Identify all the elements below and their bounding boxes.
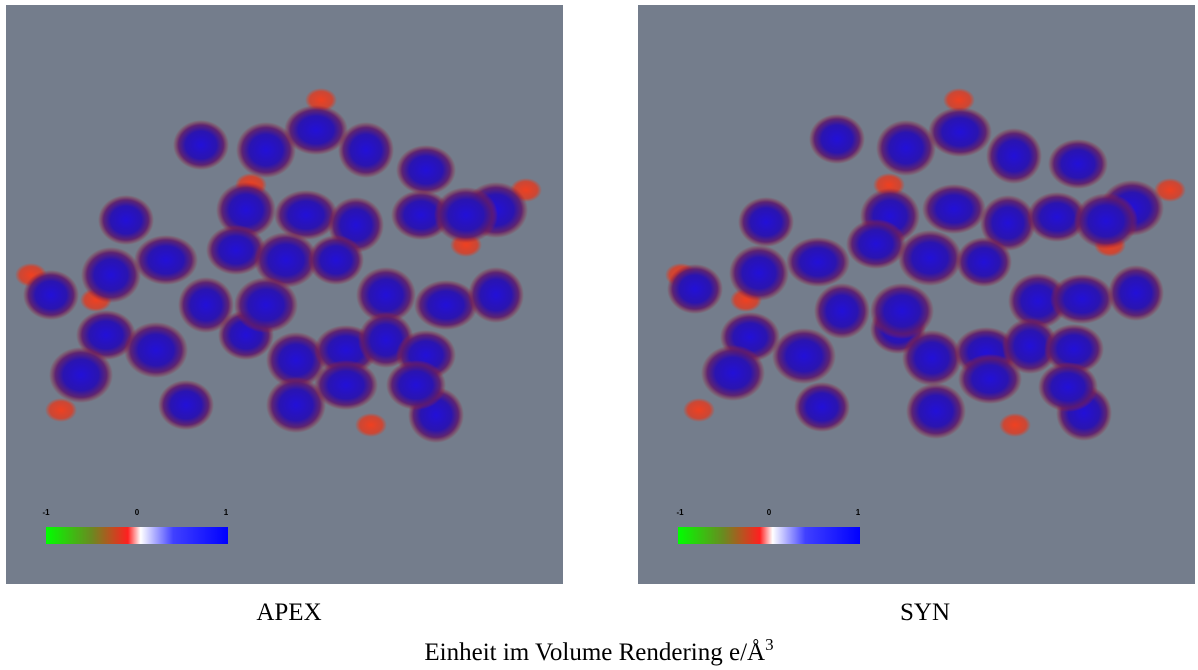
atom-blob — [396, 145, 456, 195]
atom-blob — [958, 354, 1022, 404]
colorbar — [46, 527, 228, 544]
atom-blob — [134, 235, 198, 285]
atom-blob — [846, 219, 906, 269]
atom-blob — [23, 270, 79, 320]
atom-blob — [468, 267, 524, 323]
atom-blob — [173, 120, 229, 170]
colorbar-tick: 0 — [767, 508, 772, 517]
atom-blob — [314, 360, 378, 410]
atom-blob — [667, 264, 723, 314]
caption-text: Einheit im Volume Rendering e/Å — [424, 639, 765, 666]
figure: -1 0 1 -1 0 1 APEX SYN Einheit im Volume… — [0, 0, 1198, 670]
atom-blob — [786, 237, 850, 287]
atom-blob — [1074, 193, 1138, 249]
atom-blob — [701, 345, 765, 401]
atom-blob — [1038, 362, 1098, 412]
colorbar-tick: -1 — [676, 508, 684, 517]
atom-blob — [876, 120, 936, 176]
atom-blob — [922, 184, 986, 234]
atom-blob — [98, 195, 154, 245]
atom-blob — [1108, 265, 1164, 321]
atom-blob — [729, 245, 789, 301]
caption-superscript: 3 — [765, 635, 774, 654]
atom-blob — [870, 283, 934, 339]
atom-blob — [308, 235, 364, 285]
colorbar-tick: -1 — [42, 508, 50, 517]
atom-blob — [814, 283, 870, 339]
atom-blob — [902, 330, 962, 386]
atom-blob — [809, 114, 865, 164]
atom-blob — [49, 347, 113, 403]
atom-blob — [738, 197, 794, 247]
atom-blob — [772, 328, 836, 384]
colorbar-tick: 1 — [856, 508, 861, 517]
atom-blob — [158, 380, 214, 430]
colorbar — [678, 527, 860, 544]
atom-blob — [898, 230, 962, 286]
atom-blob — [1050, 274, 1114, 324]
atom-blob — [928, 107, 992, 157]
atom-blob — [81, 247, 141, 303]
panel-label: APEX — [256, 599, 321, 626]
atom-blob — [434, 187, 498, 243]
density-blob — [999, 413, 1031, 437]
caption: Einheit im Volume Rendering e/Å3 — [424, 635, 773, 666]
colorbar-tick: 1 — [224, 508, 229, 517]
atom-blob — [414, 280, 478, 330]
atom-blob — [986, 128, 1042, 184]
atom-blob — [338, 122, 394, 178]
atom-blob — [906, 383, 966, 439]
colorbar-tick: 0 — [135, 508, 140, 517]
atom-blob — [386, 360, 446, 410]
density-blob — [355, 413, 387, 437]
atom-blob — [794, 382, 850, 432]
panel-label: SYN — [900, 599, 950, 626]
atom-blob — [1048, 139, 1108, 189]
atom-blob — [234, 277, 298, 333]
atom-blob — [124, 322, 188, 378]
density-blob — [683, 398, 715, 422]
atom-blob — [956, 237, 1012, 287]
